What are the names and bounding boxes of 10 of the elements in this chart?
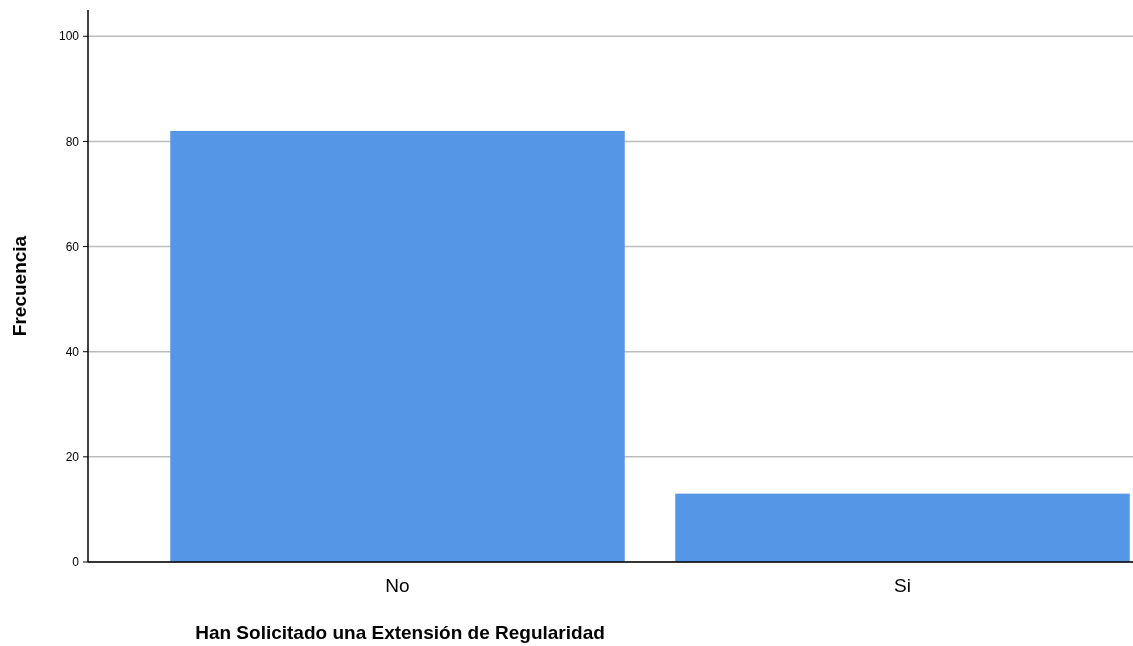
- x-tick-label: No: [385, 575, 410, 596]
- y-tick-label: 20: [65, 450, 80, 465]
- y-tick-label: 40: [65, 344, 80, 359]
- y-tick-label: 100: [58, 29, 80, 44]
- x-axis-title: Han Solicitado una Extensión de Regularidad: [195, 622, 605, 643]
- y-tick-label: 60: [65, 239, 80, 254]
- y-axis-title: Frecuencia: [9, 235, 30, 337]
- x-tick-label: Si: [894, 575, 911, 596]
- y-tick-label: 0: [72, 555, 80, 570]
- y-tick-label: 80: [65, 134, 80, 149]
